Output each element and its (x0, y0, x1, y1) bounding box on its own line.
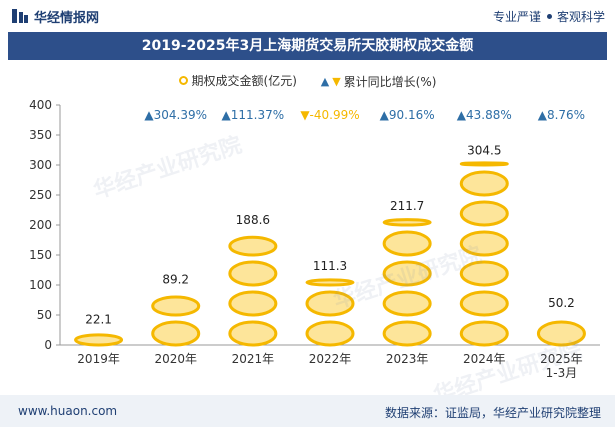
coin-pot-bar (228, 235, 278, 257)
slogan: 专业严谨 客观科学 (493, 8, 605, 25)
slogan-dot-icon (546, 14, 552, 19)
coin-pot-bar (459, 320, 509, 347)
top-bar: 华经情报网 专业严谨 客观科学 (0, 0, 615, 32)
legend-label-amount: 期权成交金额(亿元) (191, 74, 297, 88)
x-tick-label: 2022年 (309, 352, 352, 366)
x-tick-label: 2019年 (77, 352, 120, 366)
x-tick-label: 2023年 (386, 352, 429, 366)
legend-label-growth: 累计同比增长(%) (343, 75, 437, 89)
x-tick-label: 1-3月 (546, 366, 578, 380)
coin-pot-bar (305, 320, 355, 347)
slogan-left: 专业严谨 (492, 10, 541, 24)
coin-pot-bar (151, 320, 201, 347)
data-label: 111.3 (313, 259, 347, 273)
data-label: 89.2 (162, 272, 189, 286)
y-tick-label: 250 (29, 188, 52, 202)
footer: www.huaon.com 数据来源：证监局，华经产业研究院整理 (0, 395, 615, 427)
coin-pot-bar (228, 320, 278, 347)
footer-source: 数据来源：证监局，华经产业研究院整理 (384, 406, 601, 420)
y-tick-label: 400 (29, 98, 52, 112)
growth-label: ▲43.88% (457, 108, 512, 122)
coin-pot-bar (459, 170, 509, 197)
coin-pot-bar (382, 320, 432, 347)
coin-pot-bar (228, 290, 278, 317)
x-tick-label: 2021年 (232, 352, 275, 366)
growth-label: ▲111.37% (222, 108, 285, 122)
data-label: 304.5 (467, 143, 501, 157)
y-tick-label: 300 (29, 158, 52, 172)
coin-pot-bar (459, 260, 509, 287)
coin-pot-bar (459, 290, 509, 317)
chart-legend: 期权成交金额(亿元) ▲ ▼ 累计同比增长(%) (0, 72, 615, 90)
coin-pot-bar (536, 320, 586, 347)
growth-label: ▼-40.99% (300, 108, 359, 122)
coin-pot-bar (305, 278, 355, 287)
coin-icon (178, 76, 188, 85)
site-name: 华经情报网 (34, 11, 100, 26)
footer-website[interactable]: www.huaon.com (18, 404, 118, 418)
y-tick-label: 100 (29, 278, 52, 292)
legend-item-amount: 期权成交金额(亿元) (178, 72, 297, 89)
coin-pot-bar (151, 295, 201, 317)
growth-label: ▲90.16% (380, 108, 435, 122)
data-label: 22.1 (85, 313, 112, 327)
y-tick-label: 200 (29, 218, 52, 232)
slogan-right: 客观科学 (556, 10, 605, 24)
triangle-up-icon: ▲ (320, 75, 330, 88)
chart-title: 2019-2025年3月上海期货交易所天胶期权成交金额 (8, 32, 607, 60)
growth-label: ▲8.76% (538, 108, 585, 122)
data-label: 188.6 (236, 213, 270, 227)
y-tick-label: 50 (37, 308, 52, 322)
legend-item-growth: ▲ ▼ 累计同比增长(%) (321, 73, 437, 90)
data-label: 211.7 (390, 199, 424, 213)
growth-label: ▲304.39% (144, 108, 207, 122)
coin-pot-bar (382, 260, 432, 287)
coin-pot-bar (305, 290, 355, 317)
x-tick-label: 2025年 (540, 352, 583, 366)
logo-icon (12, 9, 28, 23)
coin-pot-bar (382, 218, 432, 227)
coin-pot-bar (459, 161, 509, 167)
coin-pot-bar (459, 230, 509, 257)
coin-pot-bar (382, 290, 432, 317)
y-tick-label: 0 (44, 338, 52, 352)
x-tick-label: 2020年 (154, 352, 197, 366)
data-label: 50.2 (548, 296, 575, 310)
coin-pot-bar (74, 333, 124, 347)
x-tick-label: 2024年 (463, 352, 506, 366)
y-tick-label: 150 (29, 248, 52, 262)
coin-pot-bar (382, 230, 432, 257)
coin-pot-bar (459, 200, 509, 227)
chart-plot: 0 50 100 150 200 250 300 350 400 22.1 2019年 89.2 202… (29, 98, 600, 380)
coin-pot-bar (228, 260, 278, 287)
triangle-down-icon: ▼ (332, 75, 341, 88)
y-tick-label: 350 (29, 128, 52, 142)
